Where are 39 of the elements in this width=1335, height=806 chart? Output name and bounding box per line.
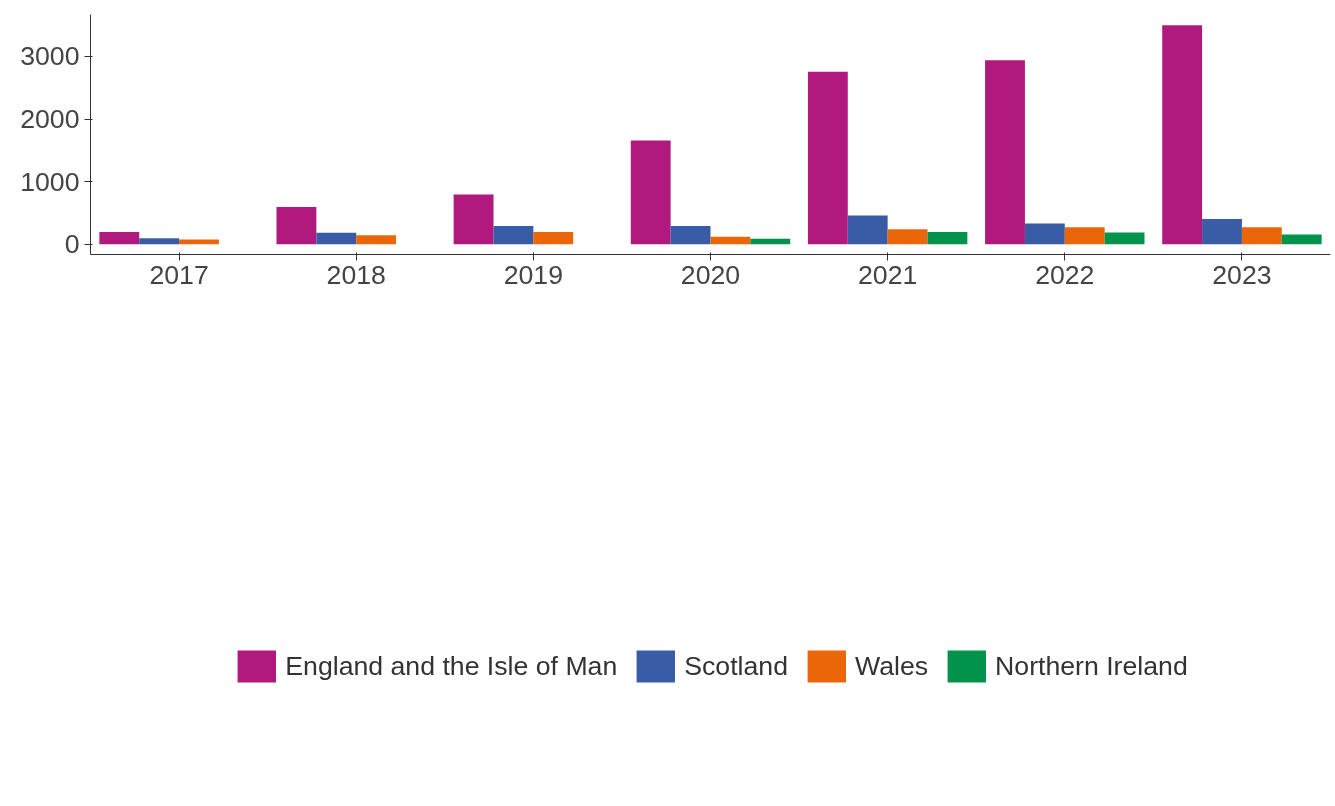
bar xyxy=(750,238,791,245)
y-tick-label: 3000 xyxy=(20,41,80,72)
bar xyxy=(1104,232,1145,245)
bar xyxy=(356,235,397,245)
bar xyxy=(847,215,888,245)
bar xyxy=(316,232,357,245)
bar xyxy=(807,71,848,245)
bar xyxy=(887,229,928,245)
bar xyxy=(493,226,534,245)
x-tick-label: 2023 xyxy=(1212,259,1272,290)
bar xyxy=(453,194,494,245)
x-tick-label: 2021 xyxy=(857,259,918,290)
x-tick-label: 2022 xyxy=(1035,259,1095,290)
y-tick-label: 0 xyxy=(64,229,80,260)
bar xyxy=(99,232,140,245)
legend-label: Northern Ireland xyxy=(995,650,1188,682)
legend-label: Scotland xyxy=(684,650,789,682)
y-tick-label: 1000 xyxy=(20,166,80,197)
bar xyxy=(276,206,317,245)
bar xyxy=(670,226,711,245)
bar xyxy=(1064,227,1105,245)
x-tick-label: 2019 xyxy=(503,259,564,290)
legend-label: Wales xyxy=(855,650,929,682)
x-tick-label: 2017 xyxy=(149,259,209,290)
bar xyxy=(1202,218,1242,245)
bar xyxy=(710,236,751,245)
bar xyxy=(985,60,1025,245)
bar xyxy=(139,238,180,245)
bar xyxy=(1281,234,1322,245)
y-tick-label: 2000 xyxy=(20,104,80,135)
bar xyxy=(1162,25,1203,245)
bar xyxy=(533,232,574,245)
legend-label: England and the Isle of Man xyxy=(285,650,618,682)
x-tick-label: 2020 xyxy=(680,259,741,290)
x-tick-label: 2018 xyxy=(326,259,386,290)
bar xyxy=(630,140,671,245)
bar xyxy=(927,232,968,245)
bar xyxy=(1241,227,1282,245)
bar xyxy=(1024,223,1065,245)
